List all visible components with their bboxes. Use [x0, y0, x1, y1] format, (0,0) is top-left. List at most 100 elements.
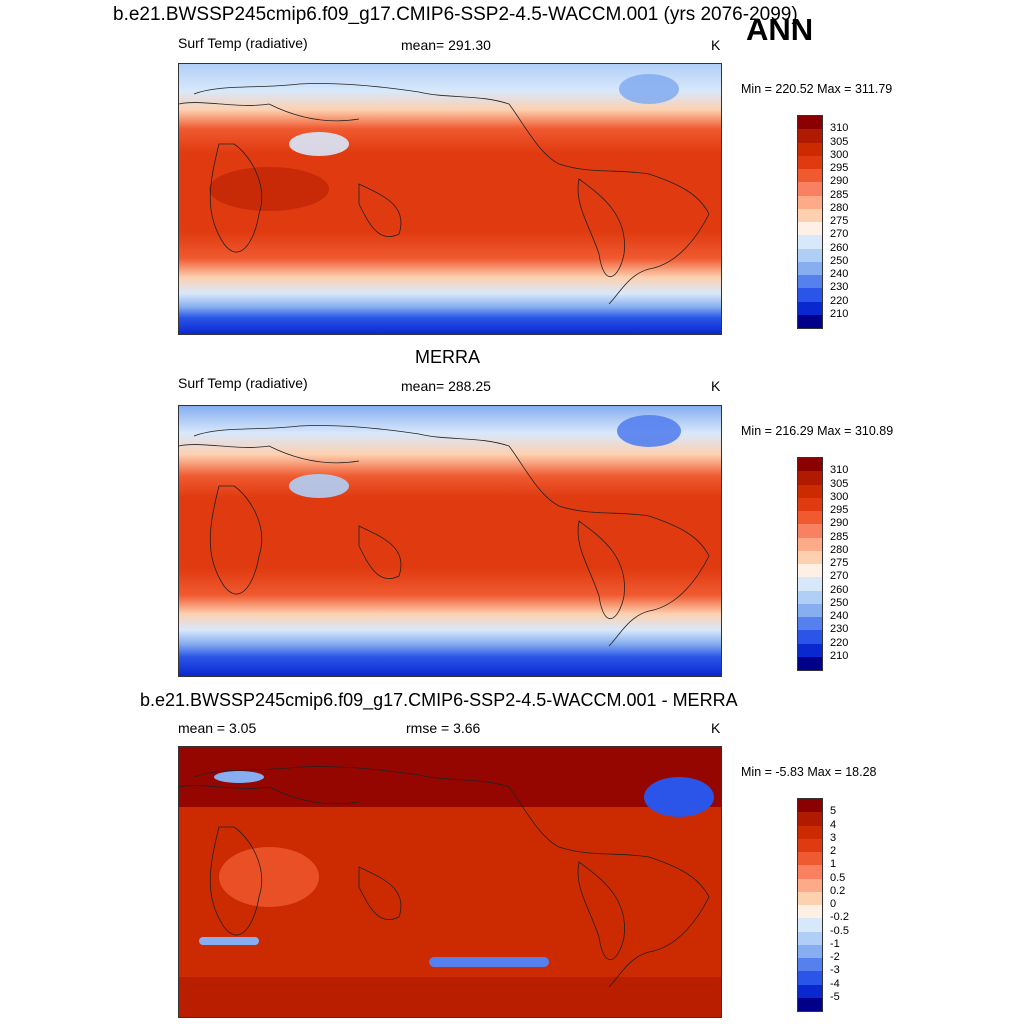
colorbar-tick-label: 210 — [830, 649, 849, 662]
colorbar-swatch — [798, 878, 822, 892]
colorbar-swatch — [798, 222, 822, 236]
colorbar-swatch — [798, 603, 822, 617]
southern-cold-streak-2 — [429, 957, 549, 967]
colorbar-swatch — [798, 235, 822, 249]
colorbar-swatch — [798, 958, 822, 972]
colorbar-tick-label: 230 — [830, 281, 849, 294]
colorbar-tick-label: 3 — [830, 831, 837, 844]
colorbar-swatch — [798, 590, 822, 604]
colorbar-tick-label: 305 — [830, 477, 849, 490]
panel2-minmax: Min = 216.29 Max = 310.89 — [741, 424, 894, 438]
greenland-cold-spot — [619, 74, 679, 104]
greenland-cold-spot — [617, 415, 681, 447]
colorbar-swatch — [798, 630, 822, 644]
colorbar-swatch — [798, 155, 822, 169]
colorbar-tick-label: -0.2 — [830, 911, 849, 924]
colorbar-tick-label: 270 — [830, 228, 849, 241]
colorbar-swatch — [798, 497, 822, 511]
colorbar-tick-label: 230 — [830, 623, 849, 636]
panel2-colorbar — [797, 457, 823, 671]
panel2-units: K — [711, 378, 721, 394]
panel3-map — [178, 746, 722, 1018]
colorbar-tick-label: 305 — [830, 135, 849, 148]
colorbar-tick-label: 5 — [830, 805, 837, 818]
colorbar-swatch — [798, 971, 822, 985]
colorbar-tick-label: 2 — [830, 845, 837, 857]
colorbar-swatch — [798, 129, 822, 143]
colorbar-tick-label: 260 — [830, 583, 849, 596]
colorbar-tick-label: 300 — [830, 148, 849, 161]
panel3-units: K — [711, 720, 721, 736]
colorbar-tick-label: -5 — [830, 990, 840, 1003]
colorbar-tick-label: 0 — [830, 898, 837, 910]
colorbar-tick-label: 280 — [830, 201, 849, 214]
colorbar-swatch — [798, 208, 822, 222]
africa-anomaly — [219, 847, 319, 907]
colorbar-swatch — [798, 524, 822, 538]
colorbar-swatch — [798, 905, 822, 919]
panel1-map — [178, 63, 722, 335]
antarctic-band — [179, 977, 721, 1017]
season-label: ANN — [746, 12, 814, 47]
panel2-colorbar-swatches — [798, 458, 822, 670]
colorbar-tick-label: 220 — [830, 294, 849, 307]
colorbar-swatch — [798, 577, 822, 591]
panel1-units: K — [711, 37, 721, 53]
colorbar-tick-label: 295 — [830, 504, 849, 516]
panel1-colorbar — [797, 115, 823, 329]
colorbar-swatch — [798, 812, 822, 826]
colorbar-swatch — [798, 314, 822, 328]
colorbar-swatch — [798, 182, 822, 196]
colorbar-tick-label: -4 — [830, 977, 840, 990]
colorbar-swatch — [798, 195, 822, 209]
colorbar-tick-label: 1 — [830, 858, 837, 871]
tropical-warm-band — [209, 167, 329, 211]
panel1-title: b.e21.BWSSP245cmip6.f09_g17.CMIP6-SSP2-4… — [113, 4, 798, 25]
panel2-mean-label: mean= 288.25 — [401, 378, 491, 394]
colorbar-tick-label: 280 — [830, 543, 849, 556]
colorbar-tick-label: 0.5 — [830, 871, 846, 884]
cold-anomaly-arctic — [214, 771, 264, 783]
colorbar-swatch — [798, 248, 822, 262]
panel3-rmse-label: rmse = 3.66 — [406, 720, 481, 736]
colorbar-swatch — [798, 984, 822, 998]
colorbar-swatch — [798, 643, 822, 657]
panel1-mean-label: mean= 291.30 — [401, 37, 491, 53]
panel1-variable-label: Surf Temp (radiative) — [178, 35, 308, 51]
tibet-cold-spot — [289, 132, 349, 156]
colorbar-swatch — [798, 617, 822, 631]
colorbar-swatch — [798, 944, 822, 958]
panel2-map — [178, 405, 722, 677]
panel1-colorbar-swatches — [798, 116, 822, 328]
coastlines — [179, 766, 710, 988]
colorbar-tick-label: 4 — [830, 818, 837, 831]
coastlines — [179, 83, 710, 305]
panel1-minmax: Min = 220.52 Max = 311.79 — [741, 82, 893, 96]
colorbar-tick-label: 310 — [830, 122, 849, 135]
colorbar-tick-label: 295 — [830, 162, 849, 174]
colorbar-swatch — [798, 537, 822, 551]
panel3-title: b.e21.BWSSP245cmip6.f09_g17.CMIP6-SSP2-4… — [140, 690, 738, 710]
panel2-variable-label: Surf Temp (radiative) — [178, 375, 308, 391]
colorbar-tick-label: 275 — [830, 557, 849, 569]
temperature-field — [179, 406, 721, 676]
panel3-colorbar-swatches — [798, 799, 822, 1011]
colorbar-swatch — [798, 471, 822, 485]
colorbar-swatch — [798, 865, 822, 879]
colorbar-swatch — [798, 484, 822, 498]
colorbar-swatch — [798, 918, 822, 932]
colorbar-tick-label: -3 — [830, 964, 840, 977]
colorbar-tick-label: 300 — [830, 490, 849, 503]
north-atlantic-cold-anomaly — [644, 777, 714, 817]
colorbar-swatch — [798, 656, 822, 670]
colorbar-swatch — [798, 564, 822, 578]
colorbar-tick-label: 240 — [830, 610, 849, 622]
coastlines — [179, 425, 710, 647]
colorbar-tick-label: 285 — [830, 188, 849, 201]
colorbar-swatch — [798, 799, 822, 813]
arctic-warming-band — [179, 747, 721, 807]
colorbar-tick-label: -0.5 — [830, 924, 849, 937]
colorbar-tick-label: 285 — [830, 530, 849, 543]
colorbar-swatch — [798, 288, 822, 302]
colorbar-swatch — [798, 275, 822, 289]
